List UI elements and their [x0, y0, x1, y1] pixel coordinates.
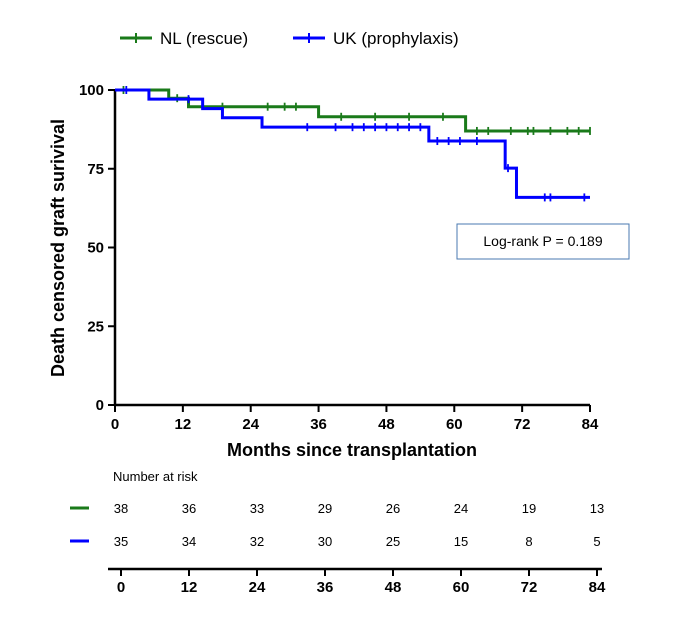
y-axis-title: Death censored graft surivival	[48, 119, 68, 377]
x-tick-label: 12	[175, 416, 192, 433]
risk-count: 29	[318, 501, 332, 516]
x-tick-label: 60	[446, 416, 463, 433]
annotation-text: Log-rank P = 0.189	[483, 233, 602, 249]
risk-count: 25	[386, 534, 400, 549]
x-tick-label: 72	[514, 416, 531, 433]
logrank-annotation: Log-rank P = 0.189	[456, 223, 630, 260]
risk-count: 34	[182, 534, 196, 549]
risk-count: 19	[522, 501, 536, 516]
legend-item-nl: NL (rescue)	[120, 29, 248, 48]
risk-axis-tick-label: 48	[385, 579, 402, 596]
risk-count: 24	[454, 501, 468, 516]
series-1	[115, 86, 590, 202]
risk-rows: 38 36 33 29 26 24 19 13 35 34 32 30 25 15 8 5	[70, 501, 604, 549]
y-tick-label: 100	[79, 82, 104, 99]
x-tick-label: 48	[378, 416, 395, 433]
x-axis-title: Months since transplantation	[227, 440, 477, 460]
y-tick-label: 25	[87, 318, 104, 335]
risk-count: 32	[250, 534, 264, 549]
survival-line	[115, 88, 590, 199]
x-tick-label: 36	[310, 416, 327, 433]
risk-count: 38	[114, 501, 128, 516]
risk-axis-tick-label: 84	[589, 579, 606, 596]
legend: NL (rescue) UK (prophylaxis)	[120, 29, 459, 48]
risk-axis-tick-label: 60	[453, 579, 470, 596]
risk-axis-tick-label: 72	[521, 579, 538, 596]
risk-table-title: Number at risk	[113, 469, 198, 484]
survival-line	[115, 88, 590, 133]
risk-count: 26	[386, 501, 400, 516]
risk-count: 33	[250, 501, 264, 516]
risk-axis-ticks: 0 12 24 36 48 60 72 84	[117, 569, 606, 596]
risk-count: 5	[593, 534, 600, 549]
legend-label-nl: NL (rescue)	[160, 29, 248, 48]
y-ticks: 0 25 50 75 100	[79, 82, 115, 414]
risk-count: 36	[182, 501, 196, 516]
y-tick-label: 75	[87, 161, 104, 178]
risk-count: 8	[525, 534, 532, 549]
x-ticks: 0 12 24 36 48 60 72 84	[111, 405, 599, 433]
y-tick-label: 50	[87, 240, 104, 257]
risk-count: 15	[454, 534, 468, 549]
risk-count: 35	[114, 534, 128, 549]
survival-curves	[115, 86, 591, 202]
x-tick-label: 0	[111, 416, 119, 433]
y-tick-label: 0	[96, 397, 104, 414]
axes: 0 25 50 75 100 0 12 24 36 48 60 72 84 Months since …	[48, 82, 599, 460]
risk-count: 30	[318, 534, 332, 549]
risk-axis-tick-label: 24	[249, 579, 266, 596]
risk-axis-tick-label: 0	[117, 579, 125, 596]
legend-label-uk: UK (prophylaxis)	[333, 29, 459, 48]
x-tick-label: 24	[242, 416, 259, 433]
risk-count: 13	[590, 501, 604, 516]
annotation-box	[456, 223, 630, 260]
risk-axis-tick-label: 12	[181, 579, 198, 596]
risk-table: Number at risk 38 36 33 29 26 24 19 13 35 34 32 30 2…	[70, 469, 606, 596]
risk-axis-tick-label: 36	[317, 579, 334, 596]
x-tick-label: 84	[582, 416, 599, 433]
legend-item-uk: UK (prophylaxis)	[293, 29, 459, 48]
